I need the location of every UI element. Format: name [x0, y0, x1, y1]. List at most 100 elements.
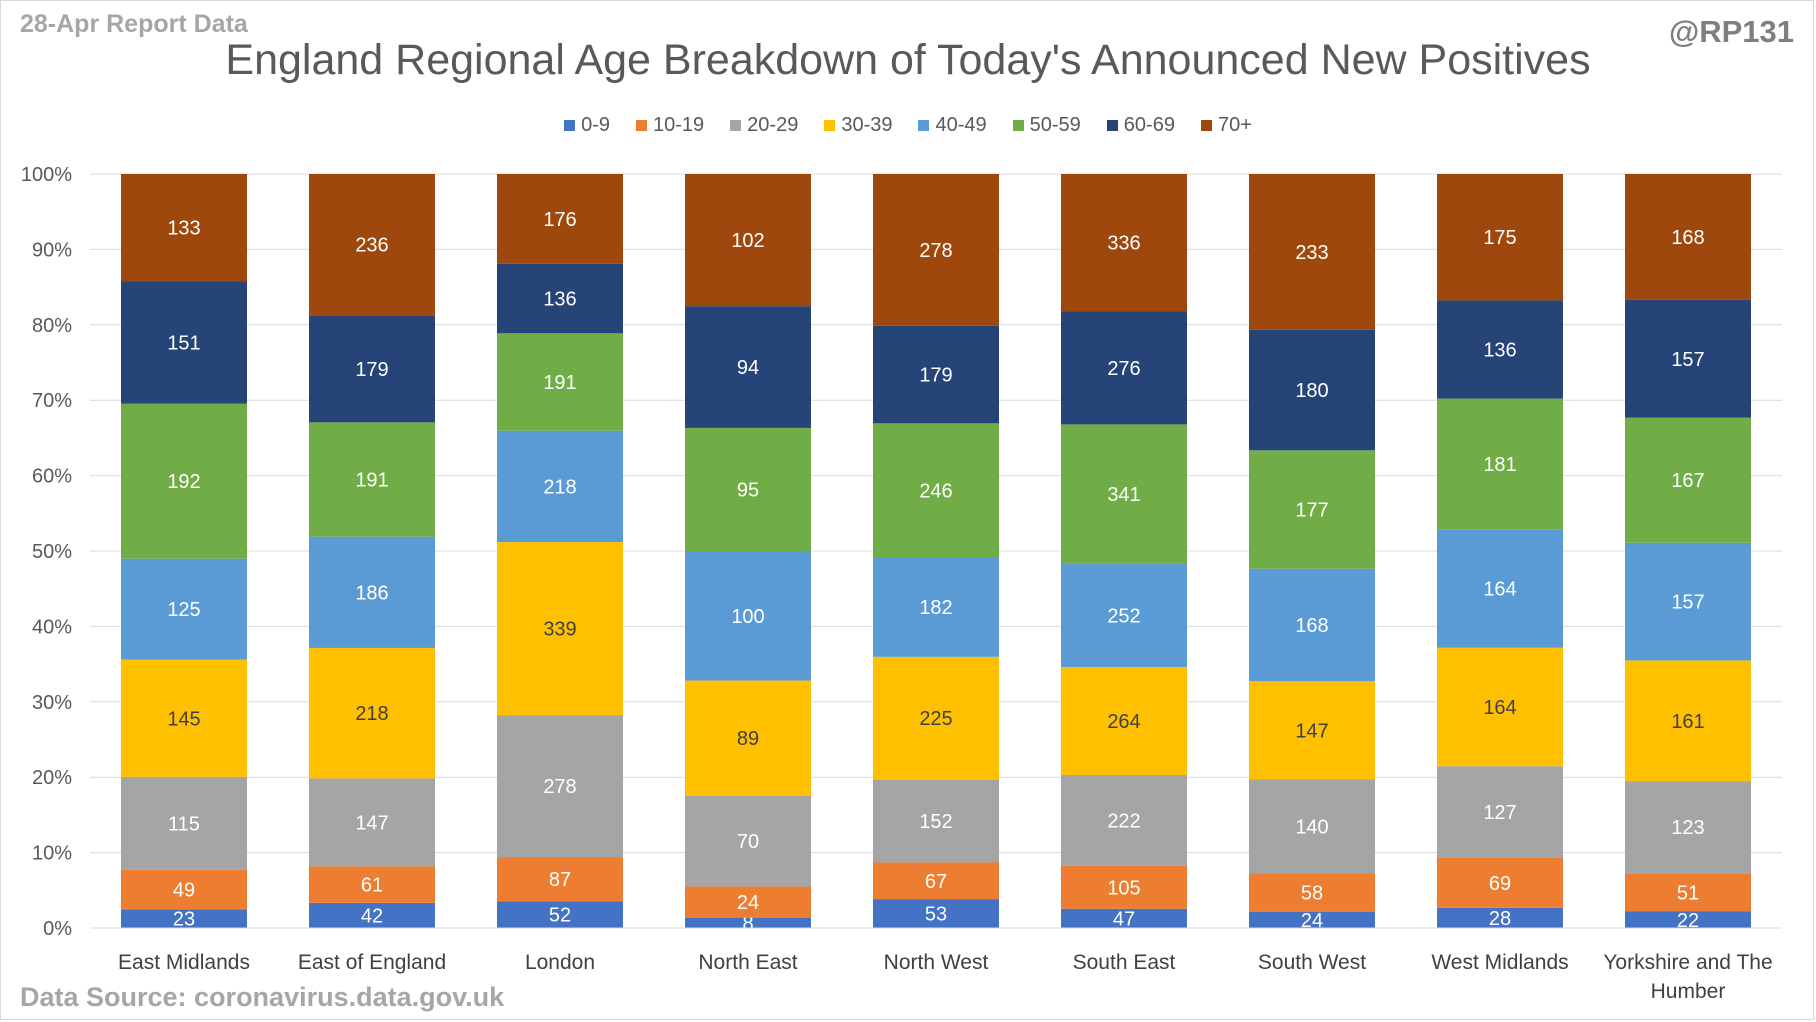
- bar-segment: [121, 659, 247, 777]
- bar-segment: [1061, 774, 1187, 866]
- legend-label: 40-49: [935, 114, 987, 136]
- bar-segment: [1249, 779, 1375, 874]
- bar-segment: [1249, 873, 1375, 912]
- data-label: 157: [1671, 592, 1704, 614]
- bar-segment: [1437, 647, 1563, 767]
- legend-item-3: 30-39: [824, 114, 892, 137]
- data-label: 136: [1483, 340, 1516, 362]
- category-label: East Midlands: [118, 951, 250, 974]
- data-label: 94: [737, 357, 759, 379]
- bar-segment: [1437, 398, 1563, 530]
- y-tick-label: 70%: [32, 390, 72, 412]
- data-label: 69: [1489, 873, 1511, 895]
- data-label: 191: [355, 469, 388, 491]
- data-label: 8: [742, 913, 753, 935]
- bar-segment: [1249, 911, 1375, 928]
- data-label: 218: [543, 476, 576, 498]
- bar-segment: [309, 536, 435, 648]
- data-label: 278: [543, 776, 576, 798]
- bar-segment: [685, 306, 811, 428]
- legend-item-6: 60-69: [1106, 114, 1175, 137]
- bar-segment: [121, 909, 247, 928]
- data-label: 180: [1295, 380, 1328, 402]
- bar-segment: [685, 174, 811, 307]
- data-label: 225: [919, 708, 952, 730]
- data-label: 145: [167, 708, 200, 730]
- data-label: 168: [1295, 615, 1328, 637]
- data-label: 52: [549, 905, 571, 927]
- data-label: 147: [1295, 720, 1328, 742]
- bar-segment: [1061, 311, 1187, 425]
- category-label: Yorkshire and The: [1603, 951, 1772, 974]
- y-tick-label: 100%: [21, 164, 72, 186]
- bar-segment: [309, 315, 435, 423]
- bar-segment: [1437, 300, 1563, 399]
- legend-label: 30-39: [841, 114, 893, 136]
- bar-segment: [497, 430, 623, 543]
- data-label: 100: [731, 606, 764, 628]
- legend-item-0: 0-9: [564, 114, 610, 137]
- data-label: 58: [1301, 883, 1323, 905]
- data-label: 236: [355, 235, 388, 257]
- bar-segment: [1437, 907, 1563, 928]
- data-label: 161: [1671, 711, 1704, 733]
- bar-segment: [309, 647, 435, 779]
- legend-label: 10-19: [653, 114, 705, 136]
- data-label: 177: [1295, 500, 1328, 522]
- data-label: 336: [1107, 233, 1140, 255]
- legend-swatch: [824, 120, 836, 131]
- bar-segment: [1437, 529, 1563, 648]
- data-label: 278: [919, 240, 952, 262]
- data-label: 157: [1671, 349, 1704, 371]
- author-handle: @RP131: [1668, 14, 1794, 49]
- data-label: 67: [925, 871, 947, 893]
- legend-label: 50-59: [1029, 114, 1081, 136]
- data-label: 47: [1113, 908, 1135, 930]
- bar-segment: [309, 174, 435, 316]
- bar-segment: [1249, 329, 1375, 451]
- legend-item-7: 70+: [1200, 114, 1252, 137]
- data-label: 164: [1483, 579, 1516, 601]
- bar-segment: [121, 869, 247, 910]
- data-label: 24: [1301, 910, 1323, 932]
- bar-segment: [1061, 666, 1187, 775]
- bar-segment: [497, 542, 623, 716]
- legend-swatch: [1106, 120, 1118, 131]
- data-label: 179: [919, 365, 952, 387]
- bar-segment: [1061, 865, 1187, 909]
- bar-segment: [121, 403, 247, 559]
- bar-segment: [497, 715, 623, 858]
- data-label: 179: [355, 359, 388, 381]
- data-label: 102: [731, 230, 764, 252]
- category-label: North East: [698, 951, 797, 974]
- bar-segment: [121, 174, 247, 282]
- data-label: 28: [1489, 908, 1511, 930]
- bar-segment: [685, 680, 811, 796]
- data-label: 87: [549, 869, 571, 891]
- legend-swatch: [1012, 120, 1024, 131]
- bar-segment: [1625, 174, 1751, 300]
- bar-segment: [685, 886, 811, 918]
- bar-segment: [873, 779, 999, 863]
- data-label: 168: [1671, 227, 1704, 249]
- data-source-label: Data Source: coronavirus.data.gov.uk: [20, 982, 505, 1012]
- category-label: South East: [1073, 951, 1176, 974]
- bar-segment: [121, 558, 247, 660]
- data-label: 125: [167, 599, 200, 621]
- data-label: 176: [543, 209, 576, 231]
- legend-swatch: [1200, 120, 1212, 131]
- data-label: 95: [737, 479, 759, 501]
- bar-segment: [1061, 908, 1187, 928]
- legend-swatch: [636, 120, 648, 131]
- y-tick-label: 60%: [32, 466, 72, 488]
- bar-segment: [873, 862, 999, 900]
- bar-segment: [1625, 781, 1751, 874]
- bar-segment: [1625, 911, 1751, 928]
- bar-segment: [1625, 873, 1751, 912]
- data-label: 339: [543, 619, 576, 641]
- bar-segment: [1061, 174, 1187, 312]
- bar-segment: [1625, 660, 1751, 782]
- bar-segment: [1437, 857, 1563, 908]
- bar-segment: [685, 917, 811, 928]
